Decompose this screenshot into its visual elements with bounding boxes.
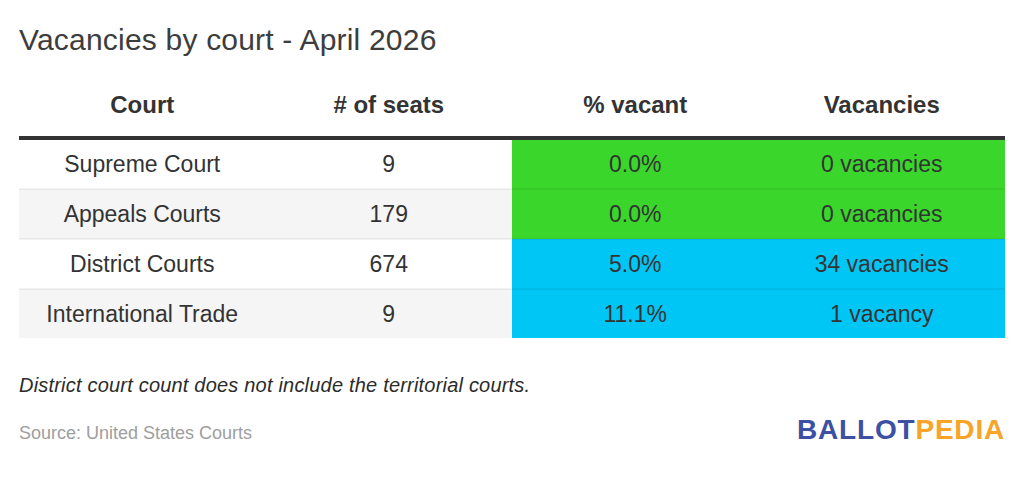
pct-vacant-cell: 5.0% <box>512 239 759 289</box>
table-body: Supreme Court 9 0.0% 0 vacancies Appeals… <box>19 138 1005 338</box>
seats-cell: 9 <box>266 289 513 338</box>
vacancies-cell: 34 vacancies <box>759 239 1006 289</box>
footnote: District court count does not include th… <box>19 374 1005 397</box>
seats-cell: 674 <box>266 239 513 289</box>
footer-row: Source: United States Courts BALLOTPEDIA <box>19 414 1005 446</box>
logo-pedia-text: PEDIA <box>915 414 1005 445</box>
court-name-cell: International Trade <box>19 289 266 338</box>
court-name-cell: Appeals Courts <box>19 189 266 239</box>
pct-vacant-cell: 0.0% <box>512 138 759 189</box>
column-header-seats: # of seats <box>266 83 513 138</box>
ballotpedia-logo: BALLOTPEDIA <box>797 414 1005 446</box>
header-row: Court # of seats % vacant Vacancies <box>19 83 1005 138</box>
vacancies-table: Court # of seats % vacant Vacancies Supr… <box>19 83 1005 338</box>
column-header-pct-vacant: % vacant <box>512 83 759 138</box>
table-row: Supreme Court 9 0.0% 0 vacancies <box>19 138 1005 189</box>
table-header: Court # of seats % vacant Vacancies <box>19 83 1005 138</box>
pct-vacant-cell: 11.1% <box>512 289 759 338</box>
table-row: District Courts 674 5.0% 34 vacancies <box>19 239 1005 289</box>
court-name-cell: District Courts <box>19 239 266 289</box>
column-header-court: Court <box>19 83 266 138</box>
court-name-cell: Supreme Court <box>19 138 266 189</box>
logo-ballot-text: BALLOT <box>797 414 915 445</box>
infographic-canvas: Vacancies by court - April 2026 Court # … <box>0 0 1024 485</box>
seats-cell: 179 <box>266 189 513 239</box>
pct-vacant-cell: 0.0% <box>512 189 759 239</box>
vacancies-cell: 0 vacancies <box>759 189 1006 239</box>
vacancies-cell: 1 vacancy <box>759 289 1006 338</box>
column-header-vacancies: Vacancies <box>759 83 1006 138</box>
vacancies-cell: 0 vacancies <box>759 138 1006 189</box>
source-attribution: Source: United States Courts <box>19 423 252 444</box>
seats-cell: 9 <box>266 138 513 189</box>
table-row: International Trade 9 11.1% 1 vacancy <box>19 289 1005 338</box>
page-title: Vacancies by court - April 2026 <box>19 0 1005 57</box>
table-row: Appeals Courts 179 0.0% 0 vacancies <box>19 189 1005 239</box>
